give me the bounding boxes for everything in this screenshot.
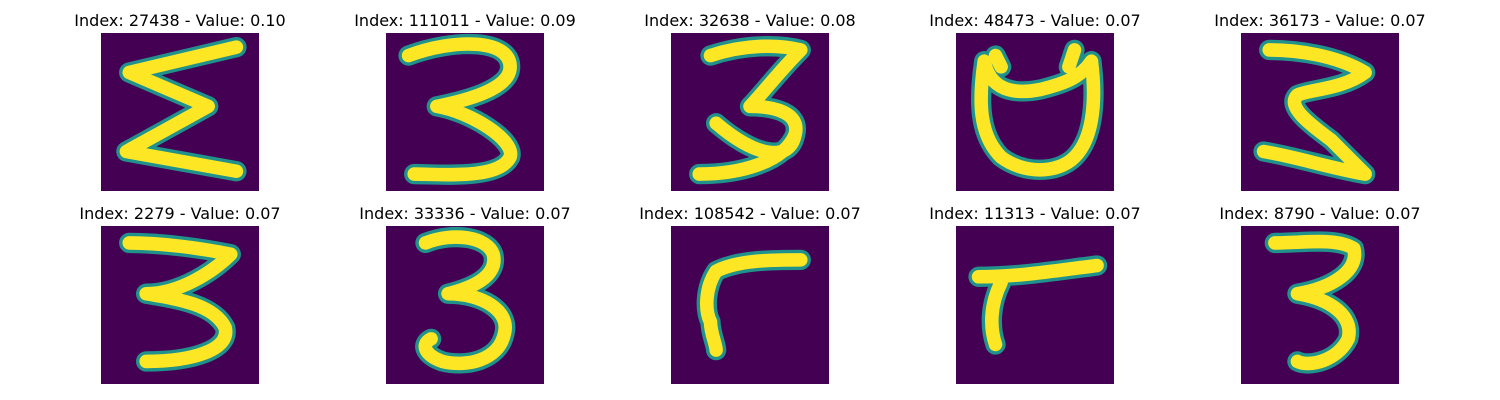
panel-1: Index: 27438 - Value: 0.10 xyxy=(50,11,310,201)
panel-title: Index: 8790 - Value: 0.07 xyxy=(1219,204,1421,223)
panel-8: Index: 108542 - Value: 0.07 xyxy=(620,204,880,394)
panel-title: Index: 36173 - Value: 0.07 xyxy=(1214,11,1426,30)
digit-image xyxy=(386,226,544,384)
panel-title: Index: 2279 - Value: 0.07 xyxy=(79,204,281,223)
panel-title: Index: 108542 - Value: 0.07 xyxy=(639,204,861,223)
digit-image xyxy=(956,226,1114,384)
panel-title: Index: 27438 - Value: 0.10 xyxy=(74,11,286,30)
panel-7: Index: 33336 - Value: 0.07 xyxy=(335,204,595,394)
panel-9: Index: 11313 - Value: 0.07 xyxy=(905,204,1165,394)
panel-2: Index: 111011 - Value: 0.09 xyxy=(335,11,595,201)
panel-10: Index: 8790 - Value: 0.07 xyxy=(1190,204,1450,394)
panel-4: Index: 48473 - Value: 0.07 xyxy=(905,11,1165,201)
digit-image xyxy=(101,33,259,191)
panel-title: Index: 111011 - Value: 0.09 xyxy=(354,11,576,30)
panel-title: Index: 32638 - Value: 0.08 xyxy=(644,11,856,30)
digit-image xyxy=(101,226,259,384)
panel-6: Index: 2279 - Value: 0.07 xyxy=(50,204,310,394)
panel-3: Index: 32638 - Value: 0.08 xyxy=(620,11,880,201)
panel-title: Index: 48473 - Value: 0.07 xyxy=(929,11,1141,30)
digit-image xyxy=(1241,33,1399,191)
digit-image xyxy=(671,33,829,191)
digit-image xyxy=(671,226,829,384)
digit-image xyxy=(956,33,1114,191)
panel-title: Index: 33336 - Value: 0.07 xyxy=(359,204,571,223)
panel-title: Index: 11313 - Value: 0.07 xyxy=(929,204,1141,223)
panel-5: Index: 36173 - Value: 0.07 xyxy=(1190,11,1450,201)
digit-image xyxy=(1241,226,1399,384)
digit-image xyxy=(386,33,544,191)
